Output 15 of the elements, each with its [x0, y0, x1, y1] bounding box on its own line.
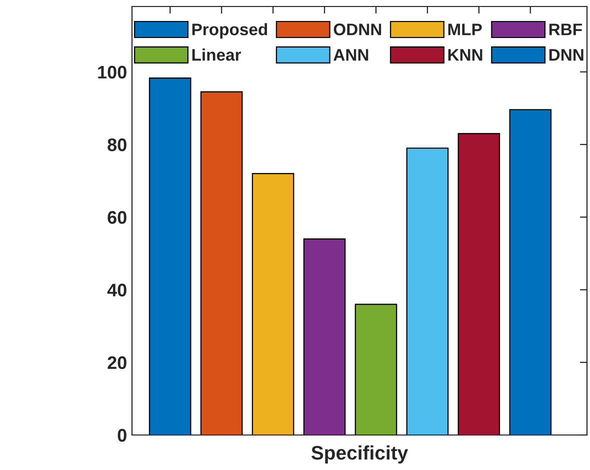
legend-label: MLP [448, 24, 482, 36]
legend-label: DNN [549, 49, 584, 61]
y-tick-label: 40 [107, 284, 126, 296]
legend-label: ODNN [334, 24, 382, 36]
y-tick-label: 60 [108, 211, 126, 224]
legend-label: KNN [448, 49, 482, 61]
y-tick-label: 100 [98, 66, 126, 79]
legend-label: Proposed [192, 23, 268, 39]
legend-label: Linear [192, 48, 242, 61]
x-axis-title: Specificity [311, 445, 408, 464]
legend-label: ANN [334, 49, 368, 61]
y-tick-label: 0 [118, 428, 126, 442]
y-tick-label: 80 [108, 138, 126, 152]
legend-label: RBF [549, 24, 582, 36]
y-tick-label: 20 [108, 356, 126, 370]
